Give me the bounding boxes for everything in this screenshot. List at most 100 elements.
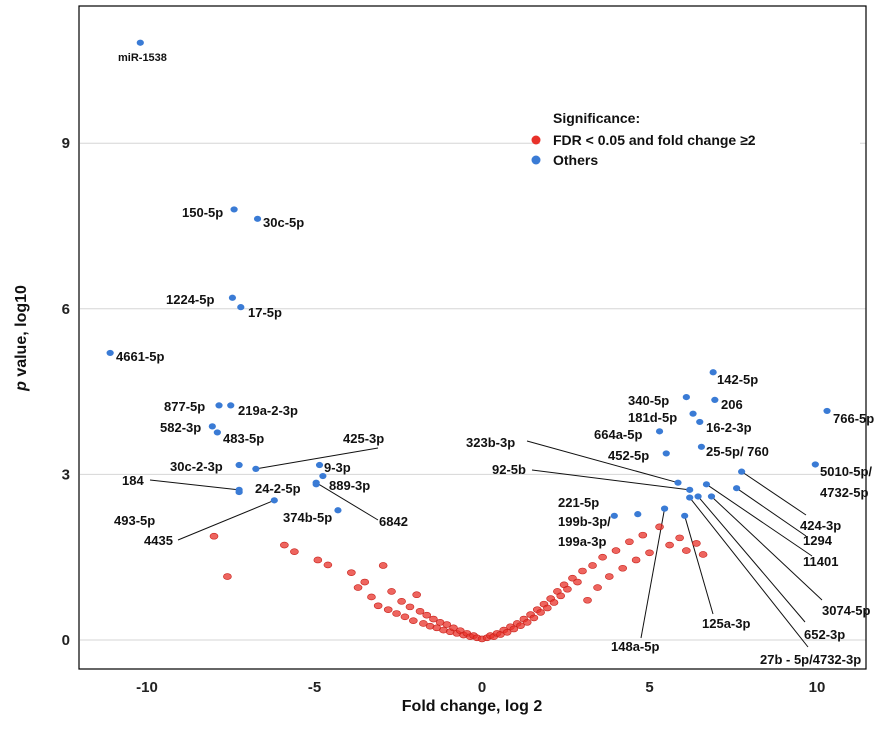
- y-tick-labels: 0 3 6 9: [62, 135, 70, 649]
- point-181d-5p: [689, 410, 697, 417]
- significant-point-18: [409, 617, 418, 624]
- label-877-5p: 877-5p: [164, 399, 205, 414]
- point-142-5p: [709, 369, 717, 376]
- label-374b-5p: 374b-5p: [283, 510, 332, 525]
- label-206: 206: [721, 397, 743, 412]
- significant-point-3: [290, 548, 299, 555]
- point-5010-5p-4732-5p: [811, 461, 819, 468]
- significant-point-81: [682, 547, 691, 554]
- label-9-3p: 9-3p: [324, 460, 351, 475]
- label-582-3p: 582-3p: [160, 420, 201, 435]
- point-889-3p: [319, 472, 327, 480]
- significant-point-55: [536, 609, 545, 616]
- point-219a-2-3p: [227, 402, 235, 409]
- y-axis-title-italic: p: [13, 381, 30, 392]
- significant-point-82: [692, 540, 701, 547]
- significant-point-65: [573, 578, 582, 586]
- significant-point-5: [323, 561, 333, 569]
- x-tick-label-5: -5: [308, 679, 321, 696]
- significant-point-17: [405, 603, 415, 611]
- label-652-3p: 652-3p: [804, 627, 845, 642]
- point-582-3p: [208, 423, 216, 430]
- label-5010-5p-4732-5p-line1: 5010-5p/: [820, 464, 872, 479]
- point-340-5p: [682, 394, 690, 401]
- label-30c-2-3p: 30c-2-3p: [170, 459, 223, 474]
- label-6842: 6842: [379, 514, 408, 529]
- significant-point-8: [360, 578, 370, 586]
- significant-point-74: [625, 538, 634, 546]
- label-148a-5p: 148a-5p: [611, 639, 659, 654]
- point-1294: [733, 485, 741, 492]
- significant-point-68: [588, 562, 597, 569]
- leader-424-3p: [741, 471, 807, 516]
- point-4661-5p: [106, 349, 114, 357]
- label-1294: 1294: [803, 533, 833, 548]
- significant-point-45: [502, 628, 512, 636]
- legend-box: [540, 104, 860, 216]
- significant-point-57: [543, 604, 552, 612]
- x-tick-label-5: 5: [645, 679, 653, 696]
- point-3074-5p: [707, 493, 716, 500]
- label-92-5b: 92-5b: [492, 462, 526, 477]
- significant-point-11: [378, 562, 388, 569]
- significant-point-83: [698, 551, 708, 558]
- significant-point-28: [442, 621, 452, 628]
- significant-point-61: [556, 592, 566, 600]
- label-493-5p: 493-5p: [114, 513, 155, 528]
- point-424-3p: [738, 468, 746, 475]
- legend-marker-significant: [531, 135, 541, 145]
- point-664a-5p: [655, 428, 664, 435]
- point-25-5p-760: [697, 443, 706, 450]
- point-92-5b: [686, 486, 694, 493]
- leader-4435: [177, 499, 275, 541]
- point-374b-5p: [334, 507, 342, 514]
- leader-323b-3p: [526, 440, 679, 484]
- significant-point-15: [397, 598, 406, 605]
- label-424-3p: 424-3p: [800, 518, 841, 533]
- significant-point-76: [638, 531, 648, 539]
- label-483-5p: 483-5p: [223, 431, 264, 446]
- point-221-5p: [634, 511, 642, 518]
- label-mir-1538: miR-1538: [118, 52, 167, 64]
- significant-point-49: [516, 622, 525, 629]
- point-11401: [702, 481, 711, 488]
- label-16-2-3p: 16-2-3p: [706, 420, 752, 435]
- point-16-2-3p: [696, 418, 704, 426]
- point-17-5p: [237, 304, 245, 311]
- label-150-5p: 150-5p: [182, 205, 223, 220]
- label-199b-3p-199a-3p: 199b-3p/199a-3p: [558, 514, 611, 549]
- significant-point-2: [280, 541, 289, 549]
- significant-point-71: [604, 573, 614, 580]
- significant-point-70: [598, 553, 607, 561]
- significant-point-75: [631, 556, 641, 564]
- significant-point-63: [563, 585, 572, 593]
- label-30c-5p: 30c-5p: [263, 215, 304, 230]
- x-tick-labels: -10 -5 0 5 10: [136, 679, 825, 696]
- label-142-5p: 142-5p: [717, 372, 758, 387]
- legend: Significance: FDR < 0.05 and fold change…: [531, 104, 860, 216]
- label-221-5p: 221-5p: [558, 495, 599, 510]
- significant-point-69: [593, 584, 602, 591]
- label-4435: 4435: [144, 533, 173, 548]
- legend-marker-others: [531, 155, 541, 165]
- label-199b-3p-199a-3p-line2: 199a-3p: [558, 534, 606, 549]
- point-mir-1538: [136, 39, 144, 46]
- x-tick-label-10: -10: [136, 679, 158, 696]
- label-219a-2-3p: 219a-2-3p: [238, 403, 298, 418]
- point-493-5p: [235, 488, 243, 496]
- point-27b-5p-4732-3p: [686, 494, 694, 501]
- leader-184: [149, 479, 240, 491]
- label-24-2-5p: 24-2-5p: [255, 481, 301, 496]
- significant-point-77: [645, 549, 654, 557]
- x-tick-label-0: 0: [478, 679, 486, 696]
- point-877-5p: [215, 402, 223, 409]
- significant-point-59: [549, 599, 559, 606]
- label-323b-3p: 323b-3p: [466, 435, 515, 450]
- label-125a-3p: 125a-3p: [702, 616, 750, 631]
- point-148a-5p: [660, 505, 669, 512]
- label-452-5p: 452-5p: [608, 448, 649, 463]
- significant-series: [209, 523, 708, 643]
- significant-point-10: [373, 602, 383, 610]
- significant-point-78: [655, 523, 664, 531]
